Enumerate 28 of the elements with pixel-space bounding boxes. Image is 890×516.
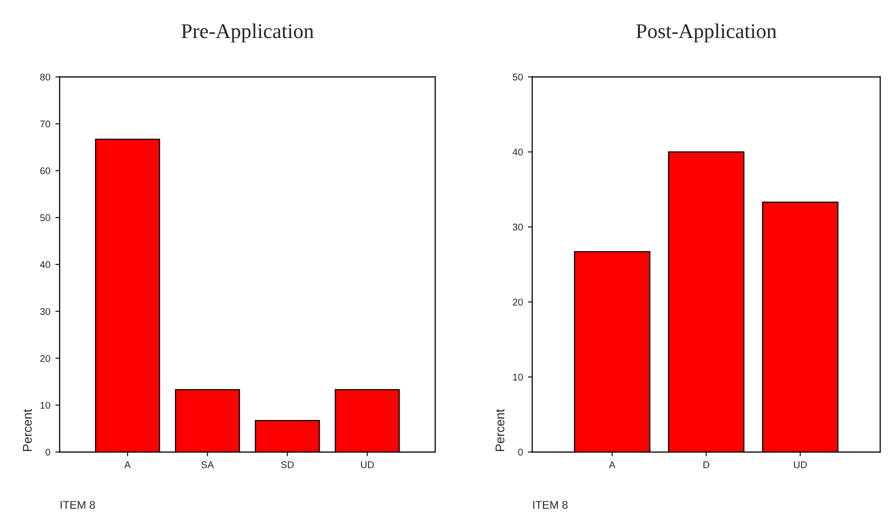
x-axis-title: ITEM 8 (60, 500, 95, 509)
x-tick-label: A (124, 461, 131, 468)
x-axis-title: ITEM 8 (533, 500, 568, 509)
x-tick-label: A (608, 461, 616, 468)
x-tick-label: UD (361, 461, 374, 468)
y-tick-label: 0 (518, 448, 523, 456)
y-tick-label: 0 (46, 448, 50, 456)
y-tick-label: 10 (513, 374, 523, 381)
x-tick-label: SD (281, 461, 294, 468)
y-tick-label: 10 (40, 402, 50, 409)
y-tick-label: 20 (40, 354, 50, 362)
y-tick-label: 70 (40, 120, 50, 128)
x-tick-label: UD (794, 461, 807, 468)
y-tick-label: 60 (40, 167, 50, 174)
chart-title: Pre-Application (181, 24, 314, 42)
chart-title: Post-Application (636, 24, 776, 42)
y-tick-label: 40 (40, 261, 50, 268)
y-axis-title: Percent (496, 409, 504, 451)
x-tick-label: D (704, 461, 710, 468)
y-tick-label: 50 (512, 74, 523, 80)
y-tick-label: 20 (512, 298, 523, 306)
y-tick-label: 30 (512, 224, 523, 231)
y-tick-label: 40 (512, 148, 523, 156)
y-tick-label: 80 (40, 74, 50, 80)
y-tick-label: 50 (40, 214, 50, 222)
y-tick-label: 30 (40, 308, 50, 315)
y-axis-title: Percent (23, 409, 32, 451)
x-tick-label: SA (201, 461, 214, 468)
